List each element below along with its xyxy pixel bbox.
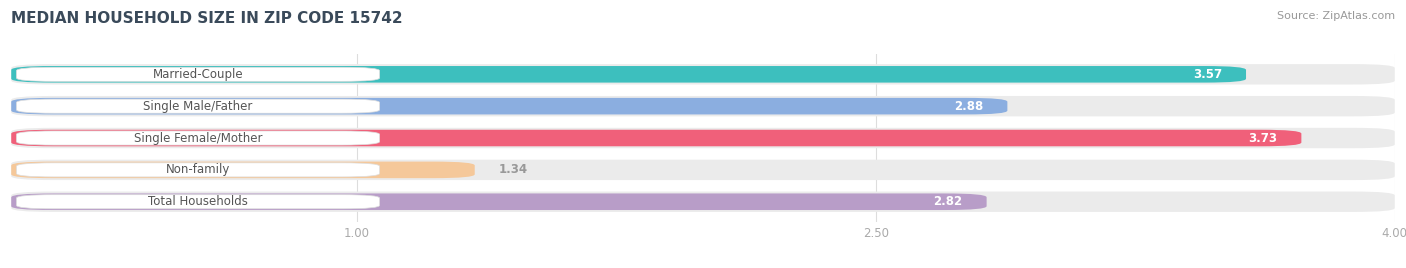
FancyBboxPatch shape: [11, 96, 1395, 116]
FancyBboxPatch shape: [11, 193, 987, 210]
FancyBboxPatch shape: [11, 98, 1007, 114]
Text: Married-Couple: Married-Couple: [153, 68, 243, 81]
Text: 3.73: 3.73: [1249, 132, 1277, 144]
Text: 3.57: 3.57: [1192, 68, 1222, 81]
FancyBboxPatch shape: [17, 99, 380, 113]
Text: Single Male/Father: Single Male/Father: [143, 100, 253, 113]
Text: MEDIAN HOUSEHOLD SIZE IN ZIP CODE 15742: MEDIAN HOUSEHOLD SIZE IN ZIP CODE 15742: [11, 11, 404, 26]
FancyBboxPatch shape: [11, 66, 1246, 83]
FancyBboxPatch shape: [11, 192, 1395, 212]
FancyBboxPatch shape: [17, 67, 380, 81]
Text: 2.82: 2.82: [934, 195, 962, 208]
Text: Source: ZipAtlas.com: Source: ZipAtlas.com: [1277, 11, 1395, 21]
Text: 1.34: 1.34: [499, 163, 529, 176]
FancyBboxPatch shape: [17, 131, 380, 145]
Text: 2.88: 2.88: [953, 100, 983, 113]
FancyBboxPatch shape: [17, 163, 380, 177]
FancyBboxPatch shape: [11, 162, 475, 178]
FancyBboxPatch shape: [11, 128, 1395, 148]
FancyBboxPatch shape: [11, 130, 1302, 146]
FancyBboxPatch shape: [11, 64, 1395, 84]
FancyBboxPatch shape: [11, 160, 1395, 180]
Text: Total Households: Total Households: [148, 195, 247, 208]
Text: Non-family: Non-family: [166, 163, 231, 176]
Text: Single Female/Mother: Single Female/Mother: [134, 132, 263, 144]
FancyBboxPatch shape: [17, 195, 380, 209]
